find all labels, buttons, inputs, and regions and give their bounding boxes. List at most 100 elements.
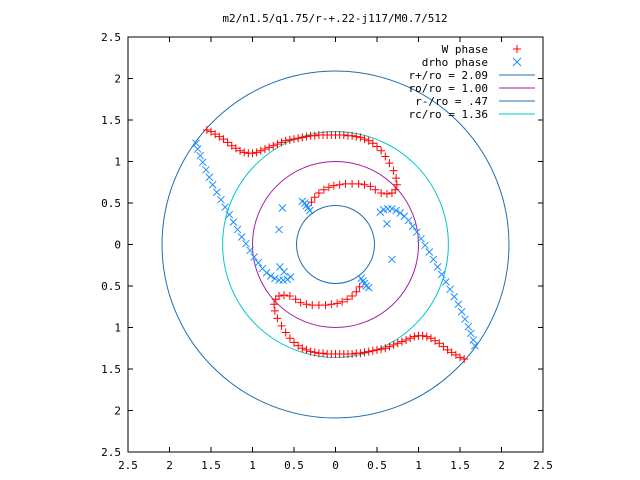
w-phase-point bbox=[327, 300, 336, 309]
w-phase-point bbox=[360, 180, 369, 189]
legend-label: drho phase bbox=[422, 56, 488, 69]
w-phase-point bbox=[360, 348, 369, 357]
w-phase-point bbox=[356, 133, 365, 142]
w-phase-point bbox=[460, 355, 469, 364]
drho-phase-point bbox=[278, 204, 287, 212]
w-phase-point bbox=[422, 332, 431, 341]
drho-phase-point bbox=[262, 268, 271, 277]
w-phase-point bbox=[366, 182, 375, 191]
drho-phase-point bbox=[205, 173, 214, 182]
w-phase-point bbox=[410, 332, 419, 341]
w-phase-point bbox=[273, 140, 282, 149]
drho-phase-point bbox=[193, 145, 202, 153]
drho-phase-point bbox=[208, 180, 217, 189]
drho-phase-point bbox=[457, 307, 466, 316]
w-phase-point bbox=[339, 130, 348, 139]
w-phase-point bbox=[310, 193, 319, 202]
w-phase-point bbox=[291, 295, 300, 304]
w-phase-point bbox=[343, 295, 352, 304]
w-phase-point bbox=[223, 138, 232, 147]
drho-phase-point bbox=[421, 241, 429, 250]
y-tick-label: 2 bbox=[114, 73, 121, 86]
w-phase-point bbox=[310, 131, 319, 140]
w-phase-point bbox=[310, 348, 319, 357]
w-phase-point bbox=[270, 306, 279, 315]
drho-phase-point bbox=[276, 263, 284, 271]
drho-phase-point bbox=[417, 234, 425, 243]
drho-phase-point bbox=[237, 233, 246, 241]
w-phase-point bbox=[456, 353, 464, 362]
w-phase-point bbox=[352, 349, 361, 358]
drho-phase-point bbox=[454, 300, 463, 309]
w-phase-point bbox=[298, 344, 307, 353]
drho-phase-point bbox=[233, 225, 242, 234]
w-phase-point bbox=[443, 345, 452, 354]
drho-phase-point bbox=[412, 228, 421, 236]
drho-phase-point bbox=[383, 219, 391, 228]
w-phase-point bbox=[296, 298, 305, 307]
w-phase-point bbox=[447, 348, 456, 357]
w-phase-point bbox=[319, 185, 328, 194]
w-phase-point bbox=[294, 341, 303, 350]
w-phase-point bbox=[314, 189, 323, 198]
w-phase-point bbox=[260, 145, 269, 154]
x-tick-label: 2.5 bbox=[118, 459, 138, 472]
w-phase-point bbox=[269, 141, 278, 150]
w-phase-point bbox=[302, 345, 311, 354]
y-tick-label: 1 bbox=[114, 322, 121, 335]
w-phase-point bbox=[431, 336, 440, 345]
drho-phase-point bbox=[300, 199, 309, 207]
w-phase-point bbox=[439, 342, 448, 351]
w-phase-point bbox=[240, 148, 249, 157]
drho-phase-point bbox=[254, 258, 263, 267]
y-tick-label: 2.5 bbox=[101, 446, 121, 459]
drho-phase-point bbox=[202, 165, 210, 174]
drho-phase-point bbox=[192, 139, 200, 148]
drho-phase-point bbox=[364, 283, 373, 292]
y-tick-label: 1.5 bbox=[101, 114, 121, 127]
w-phase-point bbox=[338, 297, 347, 306]
w-phase-point bbox=[348, 131, 357, 140]
w-phase-point bbox=[329, 181, 338, 190]
drho-phase-point bbox=[461, 315, 469, 324]
y-tick-label: 0.5 bbox=[101, 280, 121, 293]
drho-phase-point bbox=[408, 222, 417, 231]
drho-phase-point bbox=[376, 208, 385, 216]
drho-phase-point bbox=[305, 206, 314, 215]
w-phase-point bbox=[265, 143, 274, 152]
circle-r-ro-47 bbox=[295, 204, 376, 285]
drho-phase-point bbox=[359, 277, 367, 285]
circle-rc-ro-1-36 bbox=[222, 131, 449, 358]
w-phase-point bbox=[281, 328, 290, 337]
drho-phase-point bbox=[442, 277, 450, 286]
w-phase-point bbox=[385, 342, 394, 351]
w-phase-point bbox=[414, 331, 423, 340]
w-phase-point bbox=[277, 138, 286, 147]
x-tick-label: 0 bbox=[332, 459, 339, 472]
w-phase-point bbox=[377, 345, 386, 354]
w-phase-point bbox=[298, 133, 307, 142]
drho-phase-point bbox=[469, 336, 478, 344]
w-phase-point bbox=[352, 287, 361, 296]
drho-phase-point bbox=[429, 255, 438, 264]
drho-phase-point bbox=[425, 248, 434, 256]
w-phase-point bbox=[335, 180, 344, 189]
w-phase-point bbox=[402, 335, 411, 344]
w-phase-point bbox=[381, 152, 390, 161]
x-tick-label: 1 bbox=[249, 459, 256, 472]
drho-phase-point bbox=[212, 188, 221, 197]
drho-phase-point bbox=[464, 322, 473, 331]
w-phase-point bbox=[406, 334, 415, 343]
w-phase-point bbox=[385, 159, 394, 168]
w-phase-point bbox=[302, 300, 311, 309]
legend-label: W phase bbox=[442, 43, 488, 56]
w-phase-point bbox=[285, 291, 294, 300]
w-phase-point bbox=[275, 291, 284, 300]
w-phase-point bbox=[314, 349, 323, 358]
w-phase-point bbox=[387, 189, 396, 198]
w-phase-point bbox=[348, 291, 357, 300]
w-phase-point bbox=[389, 166, 398, 175]
w-phase-point bbox=[397, 337, 406, 346]
drho-phase-point bbox=[196, 151, 205, 160]
w-phase-point bbox=[321, 301, 330, 310]
